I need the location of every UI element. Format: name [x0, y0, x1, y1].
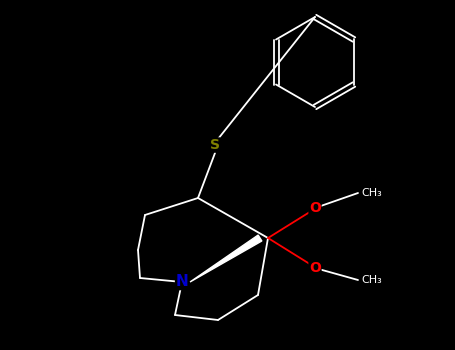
Polygon shape — [190, 235, 262, 282]
Text: O: O — [309, 201, 321, 215]
Text: CH₃: CH₃ — [361, 188, 382, 198]
Text: S: S — [210, 138, 220, 152]
Text: CH₃: CH₃ — [361, 275, 382, 285]
Text: N: N — [176, 274, 188, 289]
Text: O: O — [309, 261, 321, 275]
